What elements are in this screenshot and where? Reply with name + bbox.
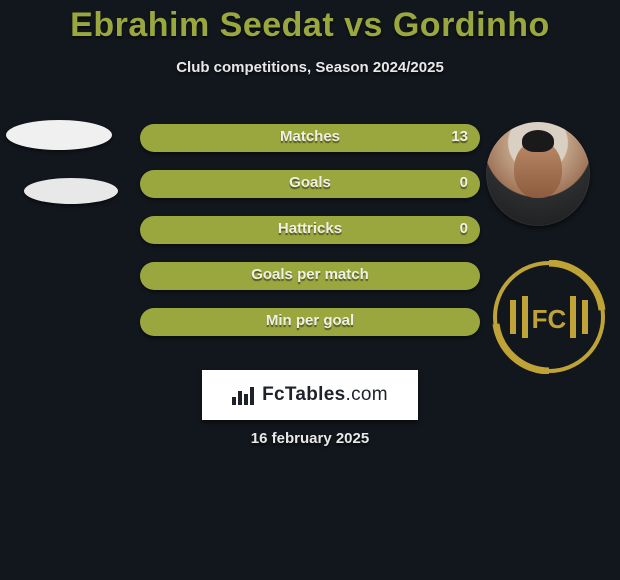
site-suffix: .com: [345, 384, 387, 405]
chart-icon: [232, 385, 254, 405]
player-left-badge-2: [24, 178, 118, 204]
stat-bar-goals: Goals 0: [140, 170, 480, 198]
stat-label: Goals: [140, 174, 480, 191]
stat-right-value: 0: [460, 174, 468, 191]
date-label: 16 february 2025: [0, 430, 620, 447]
svg-text:FC: FC: [532, 304, 567, 334]
site-label: FcTables: [262, 384, 345, 405]
stat-label: Hattricks: [140, 220, 480, 237]
page-title: Ebrahim Seedat vs Gordinho: [0, 0, 620, 45]
club-badge-icon: FC: [492, 260, 606, 374]
stat-bars: Matches 13 Goals 0 Hattricks 0 Goals per…: [140, 124, 480, 354]
stat-bar-min-per-goal: Min per goal: [140, 308, 480, 336]
stat-label: Goals per match: [140, 266, 480, 283]
stat-bar-matches: Matches 13: [140, 124, 480, 152]
site-badge-text: FcTables.com: [262, 384, 388, 406]
stat-label: Min per goal: [140, 312, 480, 329]
stat-label: Matches: [140, 128, 480, 145]
player-right-avatar: [486, 122, 590, 226]
stat-bar-goals-per-match: Goals per match: [140, 262, 480, 290]
subtitle: Club competitions, Season 2024/2025: [0, 59, 620, 76]
stat-right-value: 13: [451, 128, 468, 145]
stat-bar-hattricks: Hattricks 0: [140, 216, 480, 244]
site-badge[interactable]: FcTables.com: [202, 370, 418, 420]
stat-right-value: 0: [460, 220, 468, 237]
player-left-badge-1: [6, 120, 112, 150]
